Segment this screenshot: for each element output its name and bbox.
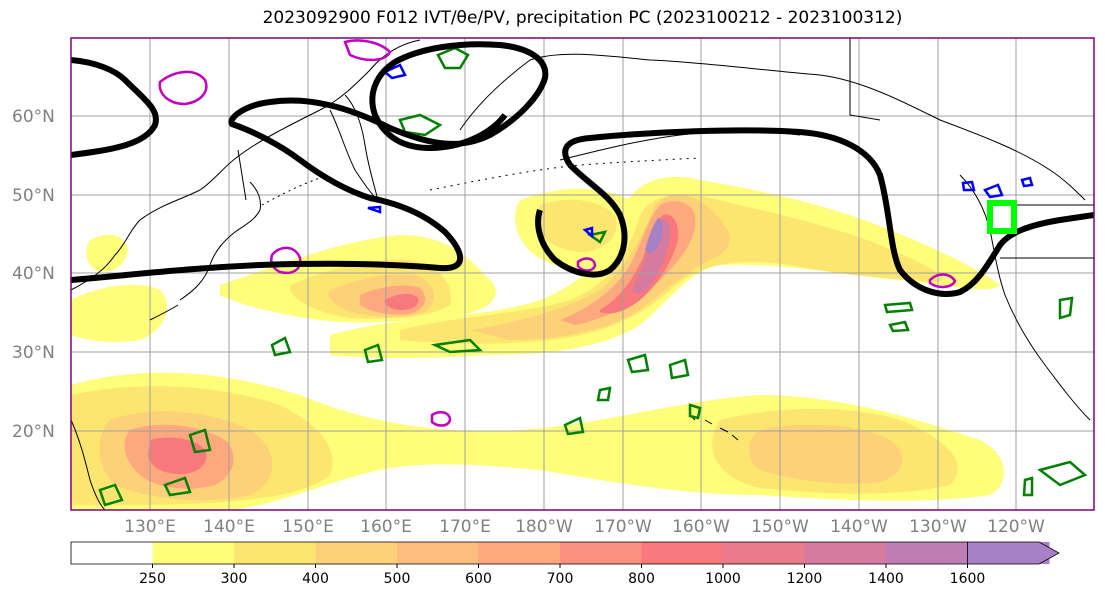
lon-label-170e: 170°E	[439, 517, 491, 537]
lat-label-40: 40°N	[12, 264, 55, 284]
colorbar-tick-label: 1400	[868, 571, 904, 587]
colorbar-tick-label: 400	[302, 571, 329, 587]
ivt-contour	[71, 41, 1094, 297]
colorbar-extend-arrow	[967, 541, 1060, 565]
colorbar-tick-label: 1000	[705, 571, 741, 587]
lat-label-20: 20°N	[12, 422, 55, 442]
lon-label-150e: 150°E	[282, 517, 334, 537]
colorbar-segment	[804, 542, 887, 564]
colorbar	[70, 541, 1060, 565]
colorbar-segment	[71, 542, 153, 564]
map-frame	[70, 37, 1095, 511]
lon-label-160e: 160°E	[360, 517, 412, 537]
colorbar-segment	[315, 542, 398, 564]
lon-label-140w: 140°W	[830, 517, 888, 537]
theta-e-contours	[98, 46, 1088, 507]
colorbar-labels: 250 300 400 500 600 700 800 1000 1200 1400 1600	[139, 564, 985, 587]
lon-label-160w: 160°W	[672, 517, 730, 537]
colorbar-tick-label: 600	[465, 571, 492, 587]
colorbar-segment	[723, 542, 805, 564]
longitude-labels: 130°E 140°E 150°E 160°E 170°E 180°W 170°…	[124, 517, 1045, 537]
lon-label-120w: 120°W	[987, 517, 1045, 537]
lon-label-130w: 130°W	[909, 517, 967, 537]
lat-label-50: 50°N	[12, 186, 55, 206]
colorbar-tick-label: 300	[221, 571, 248, 587]
coastlines	[71, 38, 1094, 510]
graticule	[71, 38, 1094, 510]
colorbar-segment	[478, 542, 561, 564]
latitude-labels: 60°N 50°N 40°N 30°N 20°N	[12, 107, 55, 442]
colorbar-tick-label: 800	[628, 571, 655, 587]
colorbar-segment	[886, 542, 968, 564]
lat-label-60: 60°N	[12, 107, 55, 127]
map-title: 2023092900 F012 IVT/θe/PV, precipitation…	[262, 8, 903, 28]
colorbar-segment	[641, 542, 724, 564]
lat-label-30: 30°N	[12, 343, 55, 363]
colorbar-tick-label: 1600	[950, 571, 986, 587]
colorbar-segment	[397, 542, 479, 564]
lon-label-150w: 150°W	[751, 517, 809, 537]
colorbar-tick-label: 500	[384, 571, 411, 587]
colorbar-segment	[560, 542, 642, 564]
lon-label-130e: 130°E	[124, 517, 176, 537]
colorbar-segment	[234, 542, 316, 564]
lon-label-170w: 170°W	[594, 517, 652, 537]
colorbar-tick-label: 250	[139, 571, 166, 587]
lon-label-140e: 140°E	[203, 517, 255, 537]
colorbar-tick-label: 1200	[787, 571, 823, 587]
ivt-shading	[71, 176, 1004, 510]
lon-label-180w: 180°W	[515, 517, 573, 537]
colorbar-tick-label: 700	[547, 571, 574, 587]
pv-low-contours	[367, 63, 1034, 239]
colorbar-segment	[152, 542, 235, 564]
target-region-box	[987, 200, 1017, 234]
